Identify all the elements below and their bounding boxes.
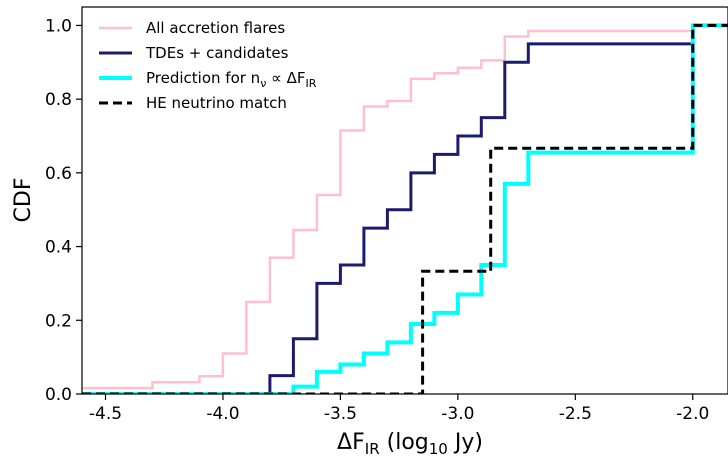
series-line-3 bbox=[82, 23, 728, 394]
legend-label-all-flares: All accretion flares bbox=[146, 19, 285, 37]
x-tick-label: -2.0 bbox=[676, 404, 709, 424]
x-axis-ticks: -4.5 -4.0 -3.5 -3.0 -2.5 -2.0 bbox=[89, 394, 709, 424]
y-tick-label: 0.8 bbox=[45, 90, 72, 110]
x-tick-label: -3.0 bbox=[441, 404, 474, 424]
x-tick-label: -4.0 bbox=[206, 404, 239, 424]
x-tick-label: -3.5 bbox=[324, 404, 357, 424]
y-tick-label: 0.0 bbox=[45, 385, 72, 405]
y-tick-label: 1.0 bbox=[45, 16, 72, 36]
y-tick-label: 0.4 bbox=[45, 238, 72, 258]
legend: All accretion flares TDEs + candidates P… bbox=[99, 19, 317, 112]
x-tick-label: -2.5 bbox=[559, 404, 592, 424]
y-axis-label: CDF bbox=[11, 178, 36, 223]
legend-label-tdes: TDEs + candidates bbox=[145, 44, 289, 62]
y-tick-label: 0.2 bbox=[45, 311, 72, 331]
y-tick-label: 0.6 bbox=[45, 164, 72, 184]
y-axis-ticks: 0.0 0.2 0.4 0.6 0.8 1.0 bbox=[45, 16, 82, 405]
series-line-0 bbox=[82, 24, 728, 390]
series-line-1 bbox=[268, 23, 728, 394]
series-layer bbox=[82, 23, 728, 394]
x-axis-label: ΔFIR (log10 Jy) bbox=[337, 430, 483, 457]
plot-frame bbox=[81, 6, 728, 395]
legend-label-prediction: Prediction for nν ∝ ΔFIR bbox=[146, 69, 317, 90]
x-tick-label: -4.5 bbox=[89, 404, 122, 424]
legend-label-neutrino: HE neutrino match bbox=[146, 94, 287, 112]
